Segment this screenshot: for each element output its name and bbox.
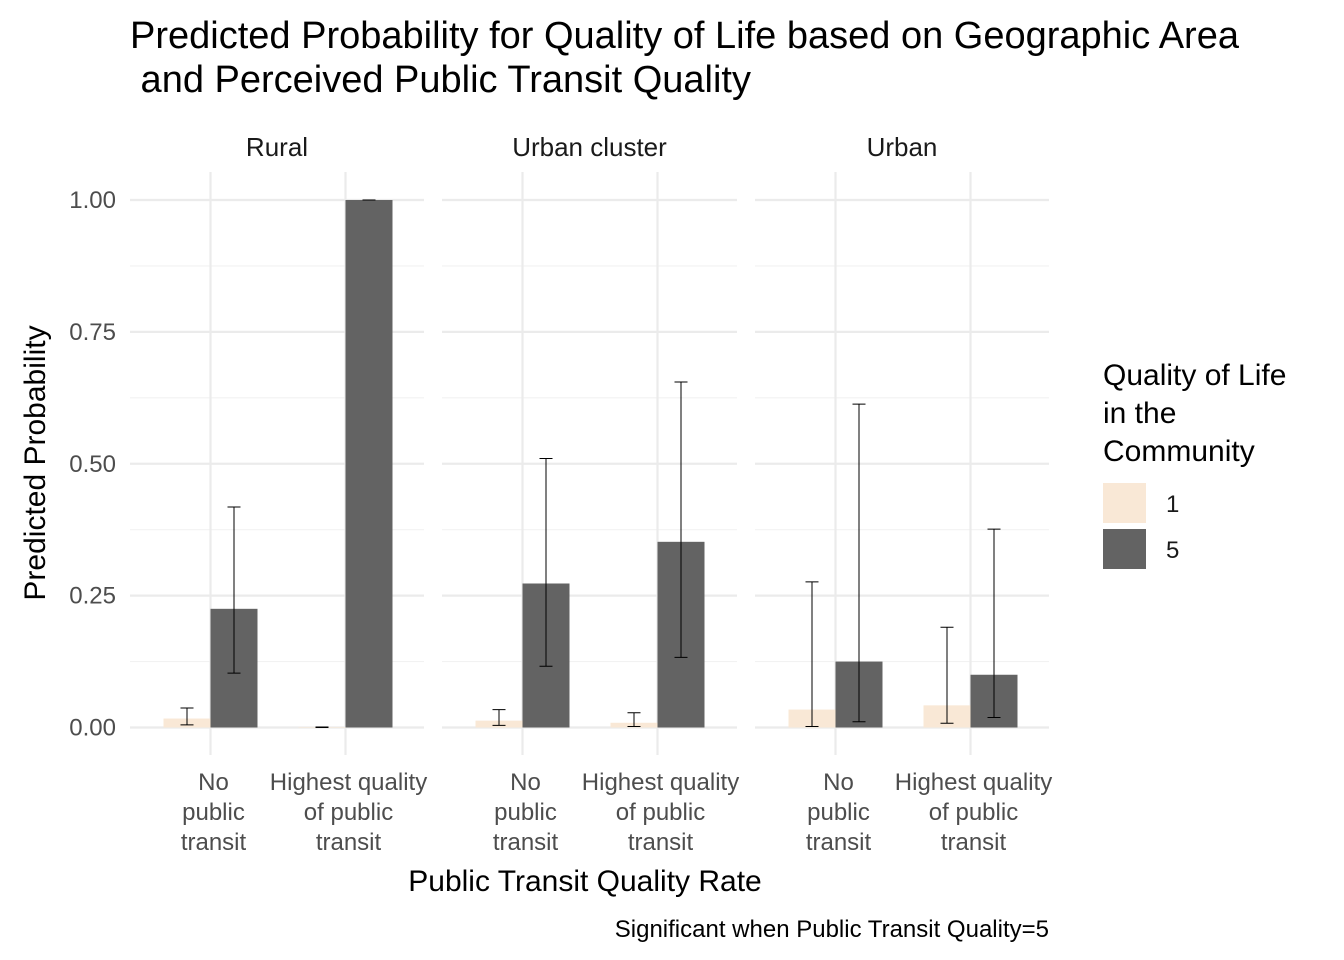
legend-swatch <box>1103 483 1146 523</box>
panel-rural: Rural <box>130 132 424 755</box>
y-axis-title: Predicted Probability <box>19 325 52 600</box>
error-bar <box>852 403 866 723</box>
error-bar <box>940 626 954 724</box>
error-bar <box>805 581 819 727</box>
legend-label: 1 <box>1166 491 1179 518</box>
x-tick-label: Highest quality of public transit <box>895 769 1052 856</box>
x-tick-label: Highest quality of public transit <box>270 769 427 856</box>
legend-swatch <box>1103 529 1146 569</box>
x-tick-label: No public transit <box>493 769 559 856</box>
legend-label: 5 <box>1166 537 1179 564</box>
panel-urban: Urban <box>755 132 1049 755</box>
x-tick-label: No public transit <box>181 769 247 856</box>
facet-label: Urban cluster <box>512 132 667 162</box>
panel-urban-cluster: Urban cluster <box>442 132 737 755</box>
y-tick-label: 0.25 <box>69 583 116 610</box>
legend: 15 <box>1103 483 1179 569</box>
x-axis-title: Public Transit Quality Rate <box>408 865 761 898</box>
bar <box>345 200 393 728</box>
error-bar <box>674 381 688 658</box>
y-tick-label: 0.50 <box>69 451 116 478</box>
legend-title: Quality of Life in the Community <box>1103 359 1286 468</box>
error-bar <box>180 707 194 726</box>
error-bar <box>627 712 641 727</box>
error-bar <box>492 709 506 726</box>
error-bar <box>987 528 1001 718</box>
chart-title: Predicted Probability for Quality of Lif… <box>130 15 1240 101</box>
x-tick-label: No public transit <box>806 769 872 856</box>
error-bar <box>227 506 241 674</box>
caption: Significant when Public Transit Quality=… <box>615 916 1049 943</box>
error-bar <box>539 457 553 667</box>
y-tick-label: 1.00 <box>69 187 116 214</box>
facet-label: Urban <box>867 132 938 162</box>
facet-label: Rural <box>246 132 308 162</box>
x-tick-label: Highest quality of public transit <box>582 769 739 856</box>
y-tick-label: 0.00 <box>69 715 116 742</box>
error-bar <box>315 726 329 728</box>
y-tick-label: 0.75 <box>69 319 116 346</box>
